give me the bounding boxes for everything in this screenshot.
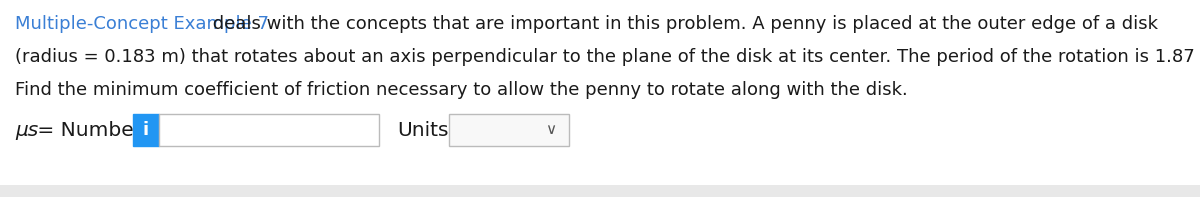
Text: = Number: = Number — [31, 121, 142, 139]
Text: deals with the concepts that are important in this problem. A penny is placed at: deals with the concepts that are importa… — [208, 15, 1158, 33]
FancyBboxPatch shape — [0, 185, 1200, 197]
FancyBboxPatch shape — [158, 114, 379, 146]
Text: μs: μs — [14, 121, 38, 139]
Text: Units: Units — [397, 121, 449, 139]
Text: Multiple-Concept Example 7: Multiple-Concept Example 7 — [14, 15, 269, 33]
FancyBboxPatch shape — [449, 114, 569, 146]
FancyBboxPatch shape — [133, 114, 158, 146]
Text: (radius = 0.183 m) that rotates about an axis perpendicular to the plane of the : (radius = 0.183 m) that rotates about an… — [14, 48, 1200, 66]
Text: Find the minimum coefficient of friction necessary to allow the penny to rotate : Find the minimum coefficient of friction… — [14, 81, 907, 99]
Text: ∨: ∨ — [546, 123, 557, 138]
Text: i: i — [143, 121, 149, 139]
